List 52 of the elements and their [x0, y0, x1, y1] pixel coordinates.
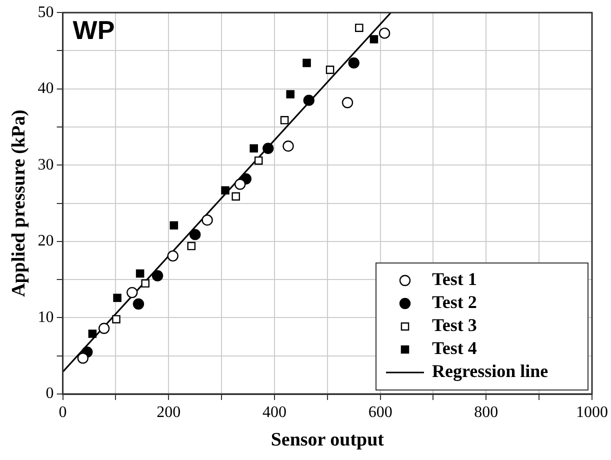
point — [280, 116, 289, 124]
point — [378, 28, 390, 39]
point — [326, 66, 334, 74]
x-tick-label: 400 — [262, 404, 286, 421]
point — [254, 156, 263, 165]
point — [77, 352, 89, 364]
legend-label: Test 4 — [432, 338, 477, 358]
point — [112, 315, 120, 324]
point — [348, 57, 360, 69]
x-tick-label: 200 — [156, 404, 181, 421]
point — [126, 286, 138, 298]
x-tick-label: 600 — [368, 404, 392, 421]
y-tick-label: 10 — [38, 308, 54, 326]
x-tick-label: 800 — [474, 404, 498, 421]
y-tick-label: 50 — [38, 4, 54, 21]
point — [303, 94, 314, 106]
y-axis-title: Applied pressure (kPa) — [8, 110, 30, 297]
x-tick-label: 0 — [58, 404, 67, 421]
y-tick-label: 0 — [46, 385, 54, 402]
point — [221, 186, 230, 194]
x-tick-label: 1000 — [576, 404, 608, 421]
legend-label: Test 3 — [432, 315, 477, 336]
point — [282, 140, 294, 152]
y-tick-label: 40 — [38, 80, 54, 98]
point — [113, 294, 122, 302]
y-tick-label: 30 — [38, 156, 54, 174]
legend-label: Test 1 — [432, 269, 477, 290]
point — [302, 58, 311, 68]
point — [234, 178, 246, 190]
legend-label: Regression line — [432, 361, 548, 382]
point — [286, 90, 294, 98]
point — [132, 298, 144, 310]
point — [136, 269, 144, 278]
point — [370, 35, 378, 44]
point — [250, 144, 258, 153]
point — [167, 250, 178, 262]
point — [152, 270, 164, 282]
point — [342, 97, 354, 108]
point — [88, 330, 97, 338]
chart-title: WP — [72, 14, 115, 45]
point — [202, 214, 213, 226]
point — [232, 192, 240, 201]
point — [190, 228, 201, 240]
y-tick-label: 20 — [38, 232, 54, 250]
point — [170, 221, 178, 230]
point — [98, 322, 110, 334]
point — [262, 142, 274, 154]
point — [355, 24, 364, 32]
legend-label: Test 2 — [432, 292, 477, 312]
point — [141, 279, 150, 288]
point — [187, 242, 196, 250]
x-axis-title: Sensor output — [270, 430, 385, 451]
